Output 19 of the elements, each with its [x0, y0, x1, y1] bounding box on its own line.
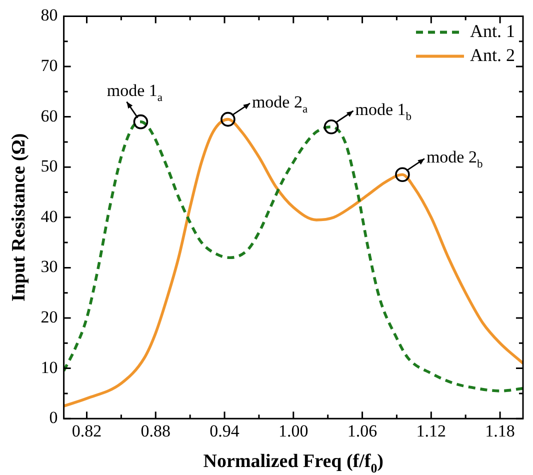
- y-tick-label: 70: [40, 56, 58, 75]
- y-axis-title: Input Resistance (Ω): [8, 133, 30, 302]
- y-tick-label: 50: [40, 156, 58, 176]
- y-tick-label: 40: [40, 206, 58, 226]
- x-tick-label: 1.12: [416, 421, 446, 440]
- y-tick-label: 60: [40, 106, 58, 126]
- legend-label: Ant. 1: [470, 20, 515, 41]
- y-tick-label: 30: [40, 257, 58, 276]
- y-tick-label: 80: [40, 6, 58, 25]
- x-tick-label: 0.88: [140, 421, 171, 440]
- x-tick-label: 1.06: [347, 421, 378, 440]
- x-tick-label: 0.82: [72, 421, 102, 440]
- x-tick-label: 1.18: [485, 421, 515, 440]
- x-tick-label: 1.00: [278, 421, 308, 440]
- y-tick-label: 20: [40, 307, 58, 326]
- y-tick-label: 0: [49, 408, 58, 428]
- y-tick-label: 10: [40, 358, 58, 377]
- legend-label: Ant. 2: [470, 44, 515, 65]
- x-tick-label: 0.94: [210, 421, 240, 440]
